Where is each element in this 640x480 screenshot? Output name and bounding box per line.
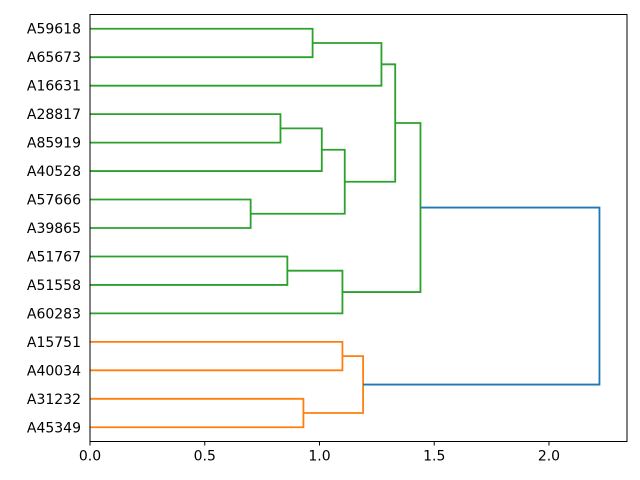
leaf-label-A15751: A15751	[27, 335, 81, 351]
x-tick-label: 2.0	[538, 449, 560, 465]
leaf-label-A51767: A51767	[27, 249, 81, 265]
leaf-label-A40528: A40528	[27, 164, 81, 180]
x-tick-label: 0.5	[194, 449, 216, 465]
leaf-label-A39865: A39865	[27, 221, 81, 237]
leaf-label-A40034: A40034	[27, 363, 81, 379]
dendrogram-link-m14	[363, 206, 601, 386]
x-tick-label: 1.0	[308, 449, 330, 465]
leaf-label-A57666: A57666	[27, 193, 81, 209]
leaf-label-A31232: A31232	[27, 392, 81, 408]
leaf-label-A60283: A60283	[27, 306, 81, 322]
x-tick-label: 1.5	[423, 449, 445, 465]
leaf-label-A59618: A59618	[27, 22, 81, 38]
leaf-label-A65673: A65673	[27, 50, 81, 66]
axes-spines	[89, 14, 628, 442]
x-tick-label: 0.0	[79, 449, 101, 465]
leaf-label-A51558: A51558	[27, 278, 81, 294]
leaf-label-A45349: A45349	[27, 420, 81, 436]
leaf-label-A28817: A28817	[27, 107, 81, 123]
leaf-label-A16631: A16631	[27, 79, 81, 95]
leaf-label-A85919: A85919	[27, 136, 81, 152]
